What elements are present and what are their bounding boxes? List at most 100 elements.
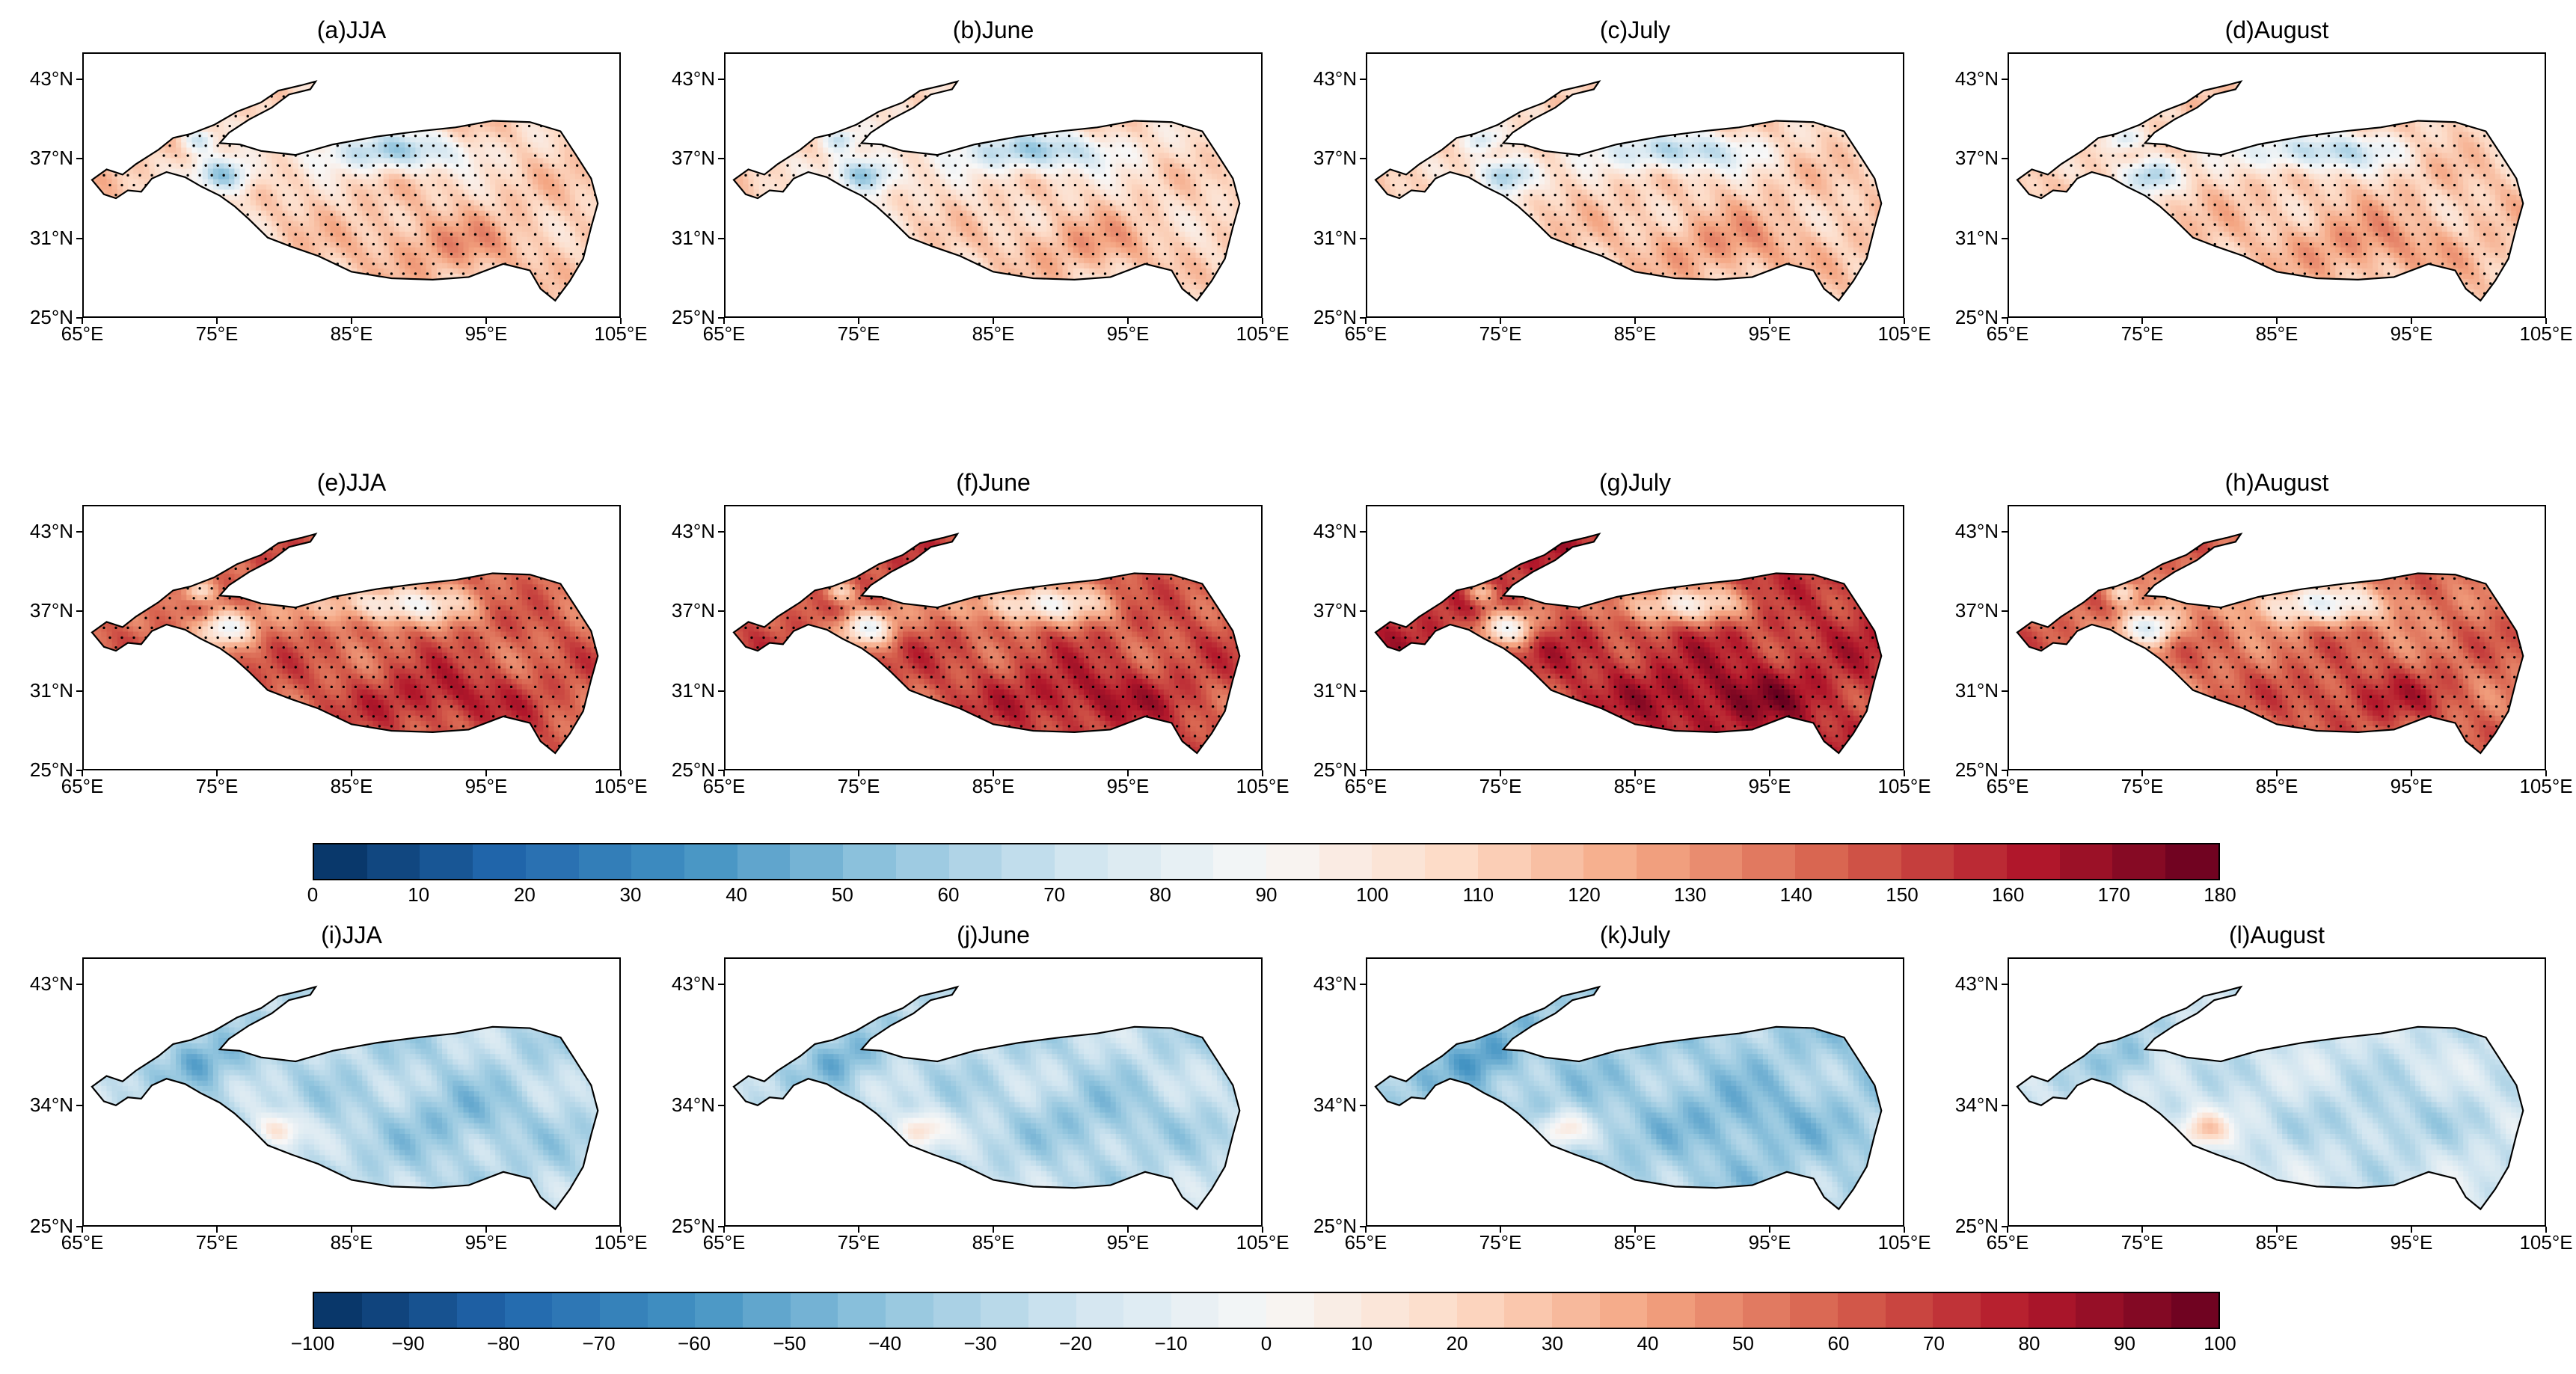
significance-stipple <box>744 95 1239 295</box>
y-tick-mark <box>718 530 724 533</box>
significance-stipple <box>2028 548 2522 747</box>
x-tick-label: 105°E <box>2519 1231 2572 1254</box>
y-tick-mark <box>76 1105 82 1106</box>
colorbar-label: 10 <box>408 883 429 907</box>
y-tick-label: 31°N <box>1291 679 1357 702</box>
y-tick-label: 31°N <box>1291 227 1357 250</box>
y-tick-mark <box>76 158 82 159</box>
map-frame <box>1366 957 1904 1227</box>
x-tick-mark <box>1127 770 1129 776</box>
colorbar-label: 180 <box>2204 883 2236 907</box>
x-tick-mark <box>351 1227 352 1233</box>
map-frame <box>724 957 1263 1227</box>
y-tick-mark <box>1360 610 1366 612</box>
x-tick-label: 95°E <box>465 322 508 346</box>
colorbar-segment <box>1425 844 1478 879</box>
colorbar-segment <box>1885 1293 1933 1328</box>
y-tick-label: 31°N <box>1933 679 1999 702</box>
x-tick-label: 105°E <box>1236 322 1289 346</box>
colorbar-top <box>313 843 2220 880</box>
colorbar-segment <box>1647 1293 1696 1328</box>
colorbar-segment <box>578 844 632 879</box>
colorbar-segment <box>2171 1293 2219 1328</box>
x-tick-mark <box>620 770 622 776</box>
colorbar-segment <box>1055 844 1108 879</box>
colorbar-segment <box>1076 1293 1124 1328</box>
x-tick-mark <box>1127 1227 1129 1233</box>
colorbar-label: 40 <box>1637 1332 1659 1355</box>
x-tick-label: 85°E <box>331 775 373 798</box>
colorbar-label: −10 <box>1154 1332 1187 1355</box>
map-frame <box>2008 505 2546 770</box>
x-tick-mark <box>1769 318 1770 324</box>
y-tick-label: 34°N <box>1291 1094 1357 1117</box>
plateau-map <box>732 80 1241 302</box>
colorbar-segment <box>790 844 844 879</box>
colorbar-label: 30 <box>620 883 642 907</box>
x-tick-label: 85°E <box>331 1231 373 1254</box>
y-tick-label: 43°N <box>1933 972 1999 996</box>
y-tick-mark <box>718 1105 724 1106</box>
x-tick-label: 85°E <box>331 322 373 346</box>
x-tick-mark <box>485 318 487 324</box>
colorbar-segment <box>1319 844 1373 879</box>
x-tick-label: 95°E <box>1107 322 1150 346</box>
x-tick-label: 75°E <box>838 322 880 346</box>
colorbar-label: 20 <box>1447 1332 1468 1355</box>
x-tick-mark <box>723 770 725 776</box>
y-tick-mark <box>1360 158 1366 159</box>
y-tick-mark <box>2002 237 2008 239</box>
value-field <box>2017 533 2524 753</box>
colorbar-segment <box>1599 1293 1648 1328</box>
colorbar-segment <box>1838 1293 1886 1328</box>
y-tick-label: 34°N <box>7 1094 73 1117</box>
x-tick-mark <box>1634 770 1636 776</box>
x-tick-label: 65°E <box>1345 322 1387 346</box>
x-tick-label: 65°E <box>703 775 746 798</box>
x-tick-label: 95°E <box>1749 1231 1791 1254</box>
map-frame <box>2008 957 2546 1227</box>
y-tick-mark <box>718 158 724 159</box>
x-tick-mark <box>858 1227 859 1233</box>
colorbar-segment <box>647 1293 696 1328</box>
panel-title: (c)July <box>1366 16 1904 44</box>
y-tick-label: 43°N <box>1291 67 1357 91</box>
colorbar-segment <box>504 1293 553 1328</box>
colorbar-segment <box>1171 1293 1219 1328</box>
x-tick-mark <box>1365 770 1367 776</box>
panel-title: (j)June <box>724 921 1263 949</box>
x-tick-mark <box>993 1227 994 1233</box>
colorbar-segment <box>895 844 949 879</box>
plateau-outline <box>2016 985 2524 1211</box>
significance-stipple <box>1386 548 1880 747</box>
x-tick-mark <box>2141 770 2143 776</box>
panel-title: (f)June <box>724 469 1263 497</box>
y-tick-mark <box>2002 1105 2008 1106</box>
y-tick-mark <box>718 1226 724 1227</box>
colorbar-label: 30 <box>1542 1332 1563 1355</box>
y-tick-mark <box>2002 317 2008 319</box>
x-tick-mark <box>1634 318 1636 324</box>
x-tick-mark <box>1262 1227 1263 1233</box>
x-tick-label: 105°E <box>1236 775 1289 798</box>
x-tick-mark <box>2545 770 2547 776</box>
colorbar-label: 0 <box>307 883 318 907</box>
x-tick-mark <box>485 1227 487 1233</box>
y-tick-mark <box>76 984 82 985</box>
y-tick-label: 43°N <box>649 67 715 91</box>
colorbar-segment <box>1742 1293 1791 1328</box>
value-field <box>91 81 598 301</box>
value-field <box>1375 987 1882 1209</box>
x-tick-label: 75°E <box>196 775 239 798</box>
y-tick-mark <box>1360 237 1366 239</box>
x-tick-mark <box>2007 318 2008 324</box>
colorbar-segment <box>1847 844 1901 879</box>
y-tick-label: 34°N <box>1933 1094 1999 1117</box>
y-tick-mark <box>1360 78 1366 80</box>
colorbar-segment <box>1313 1293 1362 1328</box>
colorbar-segment <box>1456 1293 1505 1328</box>
plateau-map <box>91 985 599 1211</box>
colorbar-segment <box>2076 1293 2123 1328</box>
x-tick-label: 65°E <box>61 1231 104 1254</box>
y-tick-mark <box>76 1226 82 1227</box>
